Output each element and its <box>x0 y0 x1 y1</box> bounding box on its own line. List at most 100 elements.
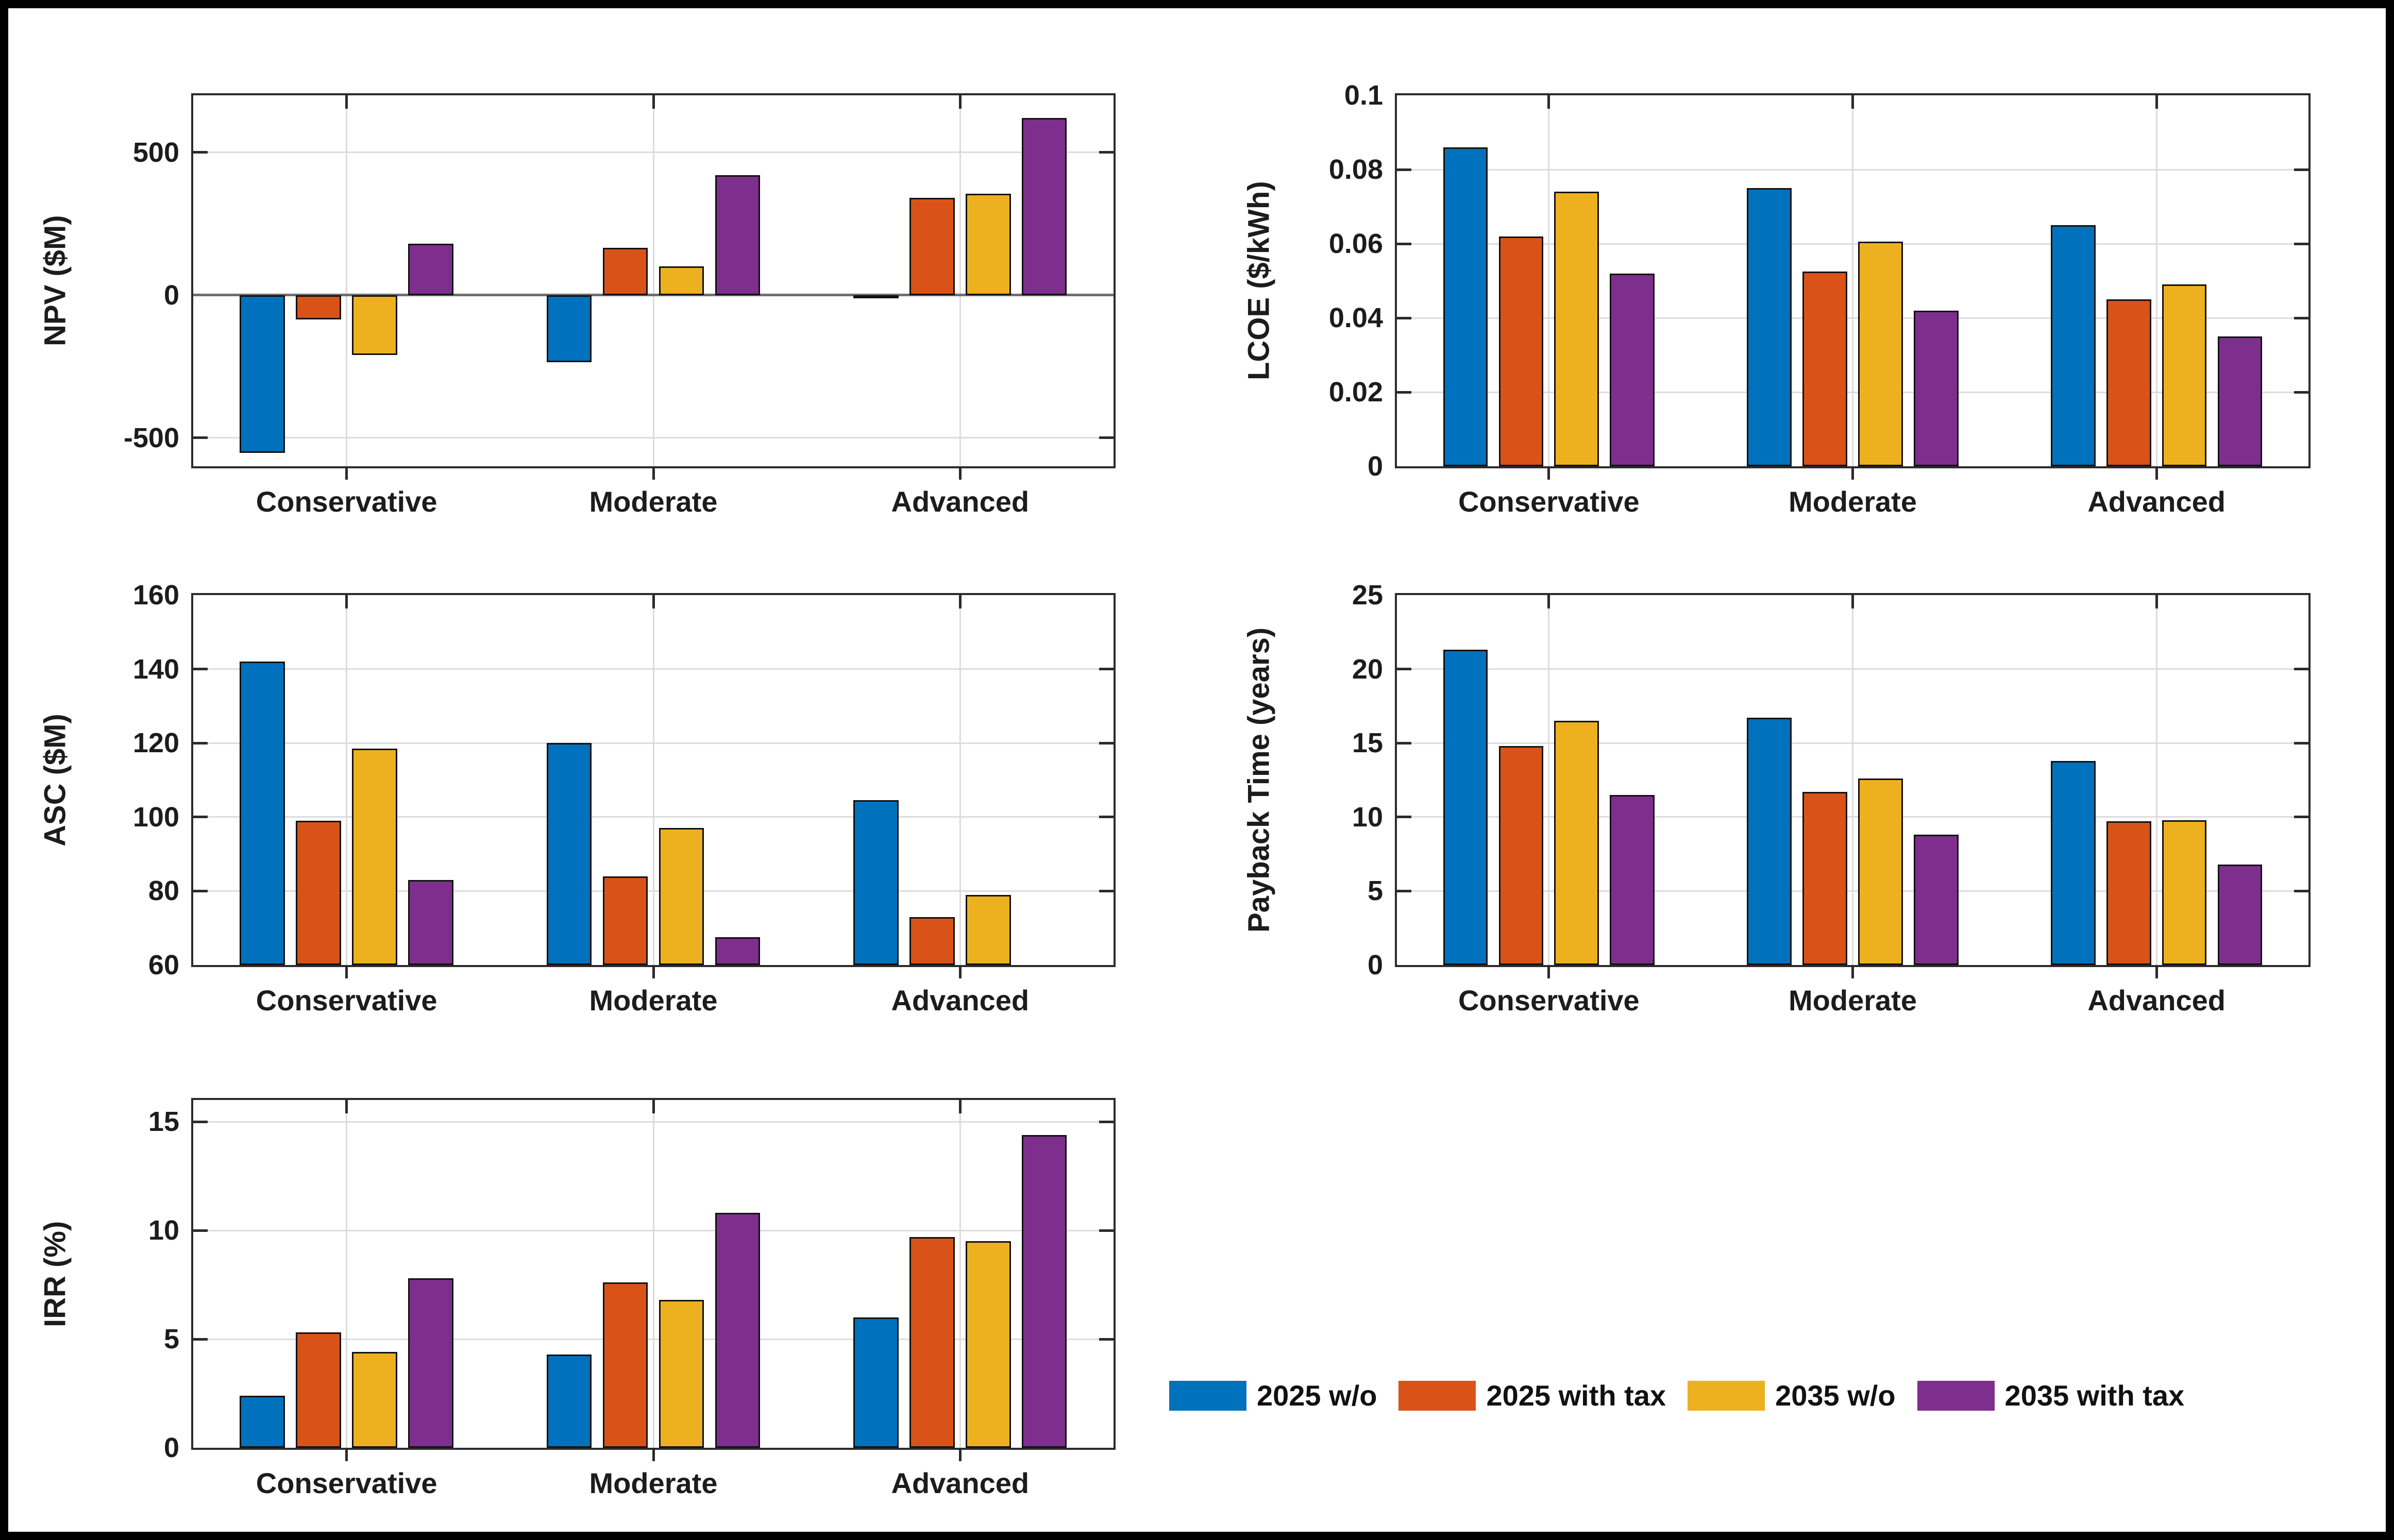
bar-irr-moderate-2025-w-o <box>546 1354 592 1448</box>
tick-mark <box>2155 595 2158 608</box>
x-category-label-conservative: Conservative <box>1458 485 1640 518</box>
tick-mark <box>1099 889 1114 892</box>
bar-lcoe-advanced-2035-with-tax <box>2217 336 2263 466</box>
tick-mark <box>1397 168 1411 171</box>
bar-payback-conservative-2025-with-tax <box>1498 746 1544 965</box>
y-axis-label-npv: NPV ($M) <box>38 215 72 347</box>
bar-npv-moderate-2025-w-o <box>546 295 592 362</box>
x-category-label-conservative: Conservative <box>256 1467 437 1499</box>
legend-item-2025-with-tax: 2025 with tax <box>1398 1379 1666 1412</box>
legend-item-2035-w-o: 2035 w/o <box>1688 1379 1896 1412</box>
tick-mark <box>345 967 348 978</box>
legend-swatch-2035-with-tax <box>1917 1380 1995 1411</box>
x-category-label-conservative: Conservative <box>1458 984 1640 1017</box>
y-tick-label: 5 <box>1367 875 1383 907</box>
bar-npv-advanced-2035-w-o <box>966 194 1011 295</box>
x-category-label-conservative: Conservative <box>256 984 437 1017</box>
tick-mark <box>2294 242 2308 245</box>
y-tick-label: 0 <box>163 1432 179 1463</box>
bar-irr-moderate-2035-with-tax <box>715 1213 761 1448</box>
tick-mark <box>1547 967 1550 978</box>
y-tick-label: 160 <box>132 580 179 611</box>
gridline-x-moderate <box>652 595 654 965</box>
y-tick-label: 120 <box>132 727 179 759</box>
x-category-label-conservative: Conservative <box>256 485 437 518</box>
bar-irr-advanced-2035-w-o <box>966 1241 1011 1448</box>
legend-swatch-2025-with-tax <box>1398 1380 1476 1411</box>
bar-payback-advanced-2035-with-tax <box>2217 864 2263 965</box>
tick-mark <box>652 95 655 109</box>
bar-lcoe-conservative-2025-w-o <box>1443 147 1488 466</box>
bar-lcoe-conservative-2025-with-tax <box>1498 236 1544 466</box>
bar-asc-moderate-2035-w-o <box>659 828 704 965</box>
tick-mark <box>1099 436 1114 439</box>
x-category-label-advanced: Advanced <box>2087 485 2226 518</box>
tick-mark <box>1397 668 1411 671</box>
gridline-x-advanced <box>959 595 961 965</box>
y-tick-label: 15 <box>148 1106 179 1138</box>
tick-mark <box>1851 595 1854 608</box>
bar-npv-conservative-2025-with-tax <box>296 295 341 319</box>
tick-mark <box>652 1100 655 1113</box>
tick-mark <box>2294 168 2308 171</box>
legend-item-2025-w-o: 2025 w/o <box>1169 1379 1377 1412</box>
tick-mark <box>2155 468 2158 480</box>
x-category-label-moderate: Moderate <box>589 485 718 518</box>
x-category-label-advanced: Advanced <box>891 1467 1030 1499</box>
tick-mark <box>1851 95 1854 109</box>
bar-npv-moderate-2025-with-tax <box>602 248 648 295</box>
y-tick-label: 10 <box>1352 801 1383 833</box>
legend-swatch-2025-w-o <box>1169 1380 1246 1411</box>
bar-irr-conservative-2025-w-o <box>240 1395 285 1448</box>
gridline-x-advanced <box>2155 95 2157 466</box>
y-tick-label: 80 <box>148 875 179 907</box>
bar-asc-moderate-2025-with-tax <box>602 876 648 965</box>
legend-swatch-2035-w-o <box>1688 1380 1765 1411</box>
bar-payback-moderate-2025-with-tax <box>1802 791 1847 965</box>
tick-mark <box>2294 668 2308 671</box>
legend-label: 2025 w/o <box>1257 1379 1377 1412</box>
tick-mark <box>345 1450 348 1461</box>
tick-mark <box>652 1450 655 1461</box>
bar-irr-advanced-2025-w-o <box>853 1317 899 1448</box>
bar-lcoe-conservative-2035-w-o <box>1554 192 1599 466</box>
bar-asc-moderate-2025-w-o <box>546 743 592 965</box>
chart-payback-plot-area: 0 5 10 15 20 25 Conservative Moderate Advanced Pa… <box>1242 580 2311 1017</box>
legend-item-2035-with-tax: 2035 with tax <box>1917 1379 2185 1412</box>
y-tick-label: 100 <box>132 801 179 833</box>
bar-npv-conservative-2035-with-tax <box>408 244 453 295</box>
y-tick-label: 0 <box>1367 451 1383 482</box>
bar-asc-advanced-2035-w-o <box>966 894 1011 965</box>
y-axis-label-payback: Payback Time (years) <box>1242 627 1276 933</box>
bar-payback-conservative-2035-with-tax <box>1610 794 1655 965</box>
tick-mark <box>958 967 962 978</box>
x-category-label-moderate: Moderate <box>589 984 718 1017</box>
tick-mark <box>1397 242 1411 245</box>
gridline-x-conservative <box>1548 595 1550 965</box>
tick-mark <box>2294 316 2308 319</box>
bar-asc-conservative-2025-with-tax <box>296 820 341 965</box>
bar-lcoe-conservative-2035-with-tax <box>1610 273 1655 466</box>
legend-label: 2035 with tax <box>2004 1379 2185 1412</box>
bar-payback-moderate-2025-w-o <box>1747 718 1792 965</box>
tick-mark <box>1851 967 1854 978</box>
x-category-label-advanced: Advanced <box>891 984 1030 1017</box>
tick-mark <box>958 468 962 480</box>
tick-mark <box>1397 889 1411 892</box>
legend-label: 2035 w/o <box>1775 1379 1896 1412</box>
zero-baseline <box>193 294 1114 297</box>
gridline-x-advanced <box>959 1100 961 1448</box>
tick-mark <box>1099 741 1114 744</box>
tick-mark <box>193 1338 208 1341</box>
y-tick-label: 0 <box>163 279 179 311</box>
y-axis-label-lcoe: LCOE ($/kWh) <box>1242 181 1276 381</box>
bar-npv-moderate-2035-w-o <box>659 266 704 295</box>
gridline-x-advanced <box>959 95 961 466</box>
bar-lcoe-advanced-2025-w-o <box>2050 225 2096 466</box>
y-axis-label-asc: ASC ($M) <box>38 714 72 847</box>
tick-mark <box>345 1100 348 1113</box>
bar-lcoe-advanced-2025-with-tax <box>2106 299 2151 466</box>
y-tick-label: 0.08 <box>1328 154 1383 185</box>
bar-payback-moderate-2035-w-o <box>1858 779 1903 965</box>
